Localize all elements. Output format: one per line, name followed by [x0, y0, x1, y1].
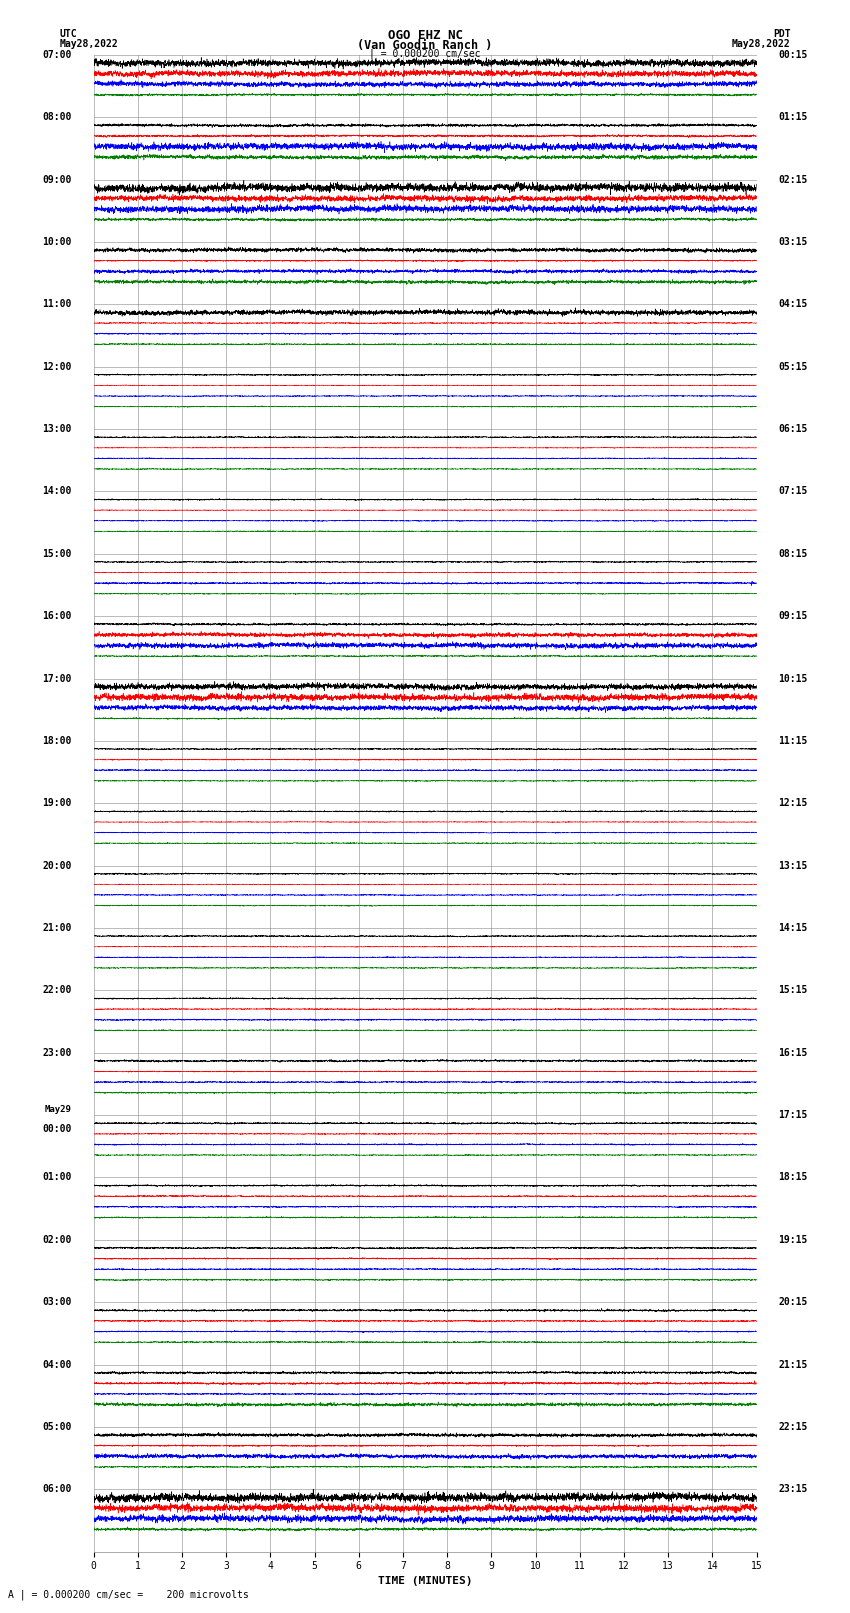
Text: May28,2022: May28,2022 — [732, 39, 791, 48]
Text: 08:00: 08:00 — [42, 113, 71, 123]
Text: 09:00: 09:00 — [42, 174, 71, 184]
Text: 23:15: 23:15 — [779, 1484, 808, 1494]
Text: 08:15: 08:15 — [779, 548, 808, 558]
Text: 05:15: 05:15 — [779, 361, 808, 371]
Text: 23:00: 23:00 — [42, 1048, 71, 1058]
Text: 07:00: 07:00 — [42, 50, 71, 60]
Text: 22:15: 22:15 — [779, 1423, 808, 1432]
Text: 02:00: 02:00 — [42, 1236, 71, 1245]
Text: A | = 0.000200 cm/sec =    200 microvolts: A | = 0.000200 cm/sec = 200 microvolts — [8, 1589, 249, 1600]
Text: (Van Goodin Ranch ): (Van Goodin Ranch ) — [357, 39, 493, 52]
X-axis label: TIME (MINUTES): TIME (MINUTES) — [377, 1576, 473, 1586]
Text: | = 0.000200 cm/sec: | = 0.000200 cm/sec — [369, 48, 481, 60]
Text: 17:15: 17:15 — [779, 1110, 808, 1119]
Text: 00:00: 00:00 — [42, 1124, 71, 1134]
Text: 09:15: 09:15 — [779, 611, 808, 621]
Text: 17:00: 17:00 — [42, 674, 71, 684]
Text: 07:15: 07:15 — [779, 487, 808, 497]
Text: 13:00: 13:00 — [42, 424, 71, 434]
Text: 04:15: 04:15 — [779, 300, 808, 310]
Text: 03:15: 03:15 — [779, 237, 808, 247]
Text: 12:15: 12:15 — [779, 798, 808, 808]
Text: 04:00: 04:00 — [42, 1360, 71, 1369]
Text: 11:15: 11:15 — [779, 736, 808, 745]
Text: 22:00: 22:00 — [42, 986, 71, 995]
Text: 16:00: 16:00 — [42, 611, 71, 621]
Text: 05:00: 05:00 — [42, 1423, 71, 1432]
Text: 01:15: 01:15 — [779, 113, 808, 123]
Text: 01:00: 01:00 — [42, 1173, 71, 1182]
Text: 06:15: 06:15 — [779, 424, 808, 434]
Text: May28,2022: May28,2022 — [60, 39, 118, 48]
Text: 20:15: 20:15 — [779, 1297, 808, 1307]
Text: 10:00: 10:00 — [42, 237, 71, 247]
Text: May29: May29 — [44, 1105, 71, 1115]
Text: 15:15: 15:15 — [779, 986, 808, 995]
Text: 21:00: 21:00 — [42, 923, 71, 932]
Text: 18:15: 18:15 — [779, 1173, 808, 1182]
Text: 12:00: 12:00 — [42, 361, 71, 371]
Text: 13:15: 13:15 — [779, 861, 808, 871]
Text: PDT: PDT — [773, 29, 790, 39]
Text: 06:00: 06:00 — [42, 1484, 71, 1494]
Text: 21:15: 21:15 — [779, 1360, 808, 1369]
Text: 14:00: 14:00 — [42, 487, 71, 497]
Text: 00:15: 00:15 — [779, 50, 808, 60]
Text: 19:15: 19:15 — [779, 1236, 808, 1245]
Text: 19:00: 19:00 — [42, 798, 71, 808]
Text: 02:15: 02:15 — [779, 174, 808, 184]
Text: 20:00: 20:00 — [42, 861, 71, 871]
Text: 03:00: 03:00 — [42, 1297, 71, 1307]
Text: 16:15: 16:15 — [779, 1048, 808, 1058]
Text: 14:15: 14:15 — [779, 923, 808, 932]
Text: 10:15: 10:15 — [779, 674, 808, 684]
Text: 15:00: 15:00 — [42, 548, 71, 558]
Text: 11:00: 11:00 — [42, 300, 71, 310]
Text: 18:00: 18:00 — [42, 736, 71, 745]
Text: OGO EHZ NC: OGO EHZ NC — [388, 29, 462, 42]
Text: UTC: UTC — [60, 29, 77, 39]
